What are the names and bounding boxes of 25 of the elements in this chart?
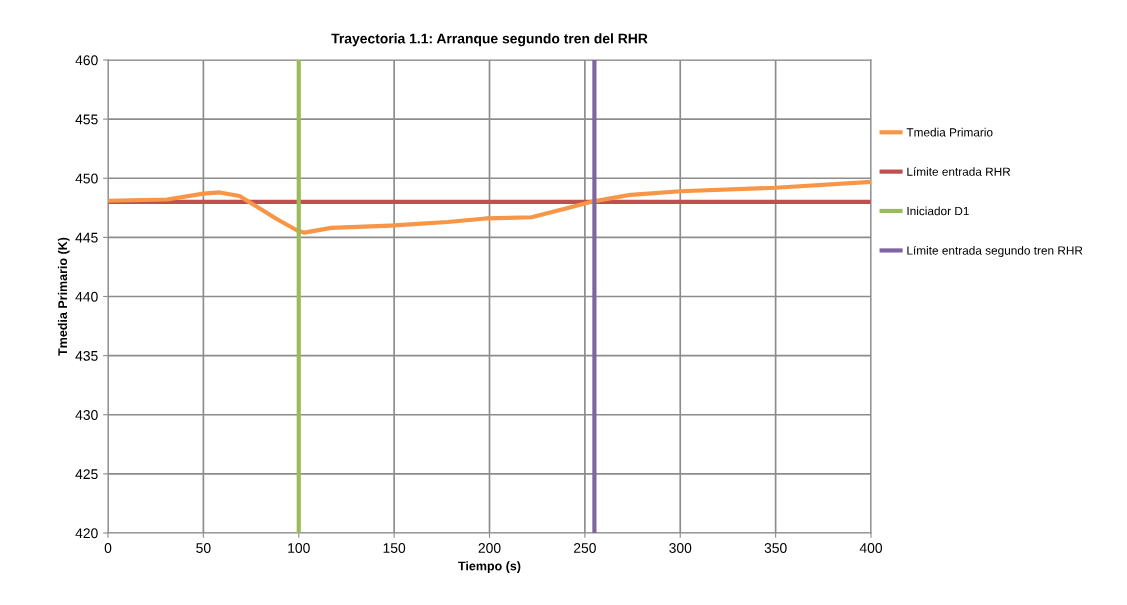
y-tick-label: 440: [75, 291, 98, 302]
legend-label: Tmedia Primario: [906, 127, 993, 137]
x-tick-label: 400: [859, 543, 883, 553]
y-tick-label: 420: [75, 528, 98, 539]
legend-label: Límite entrada segundo tren RHR: [907, 245, 1083, 258]
x-tick-label: 150: [383, 543, 406, 553]
x-tick-label: 250: [573, 543, 596, 553]
x-tick-label: 100: [288, 543, 310, 553]
y-axis-title: Tmedia Primario (K): [57, 237, 70, 356]
y-tick-label: 430: [75, 410, 98, 420]
y-tick-label: 425: [75, 469, 98, 480]
legend-label: Iniciador D1: [907, 206, 969, 216]
chart-title: Trayectoria 1.1: Arranque segundo tren del RHR: [331, 33, 648, 47]
x-tick-label: 0: [104, 543, 112, 553]
y-tick-label: 435: [75, 350, 98, 361]
x-tick-label: 200: [478, 543, 501, 553]
x-tick-label: 350: [764, 543, 787, 553]
y-tick-label: 460: [75, 55, 98, 66]
legend-label: Límite entrada RHR: [907, 167, 1011, 176]
y-tick-label: 450: [75, 173, 98, 184]
x-axis-title: Tiempo (s): [458, 561, 521, 573]
x-tick-label: 50: [196, 543, 211, 553]
x-tick-label: 300: [669, 543, 692, 553]
y-tick-label: 445: [75, 232, 98, 243]
y-tick-label: 455: [75, 114, 98, 125]
